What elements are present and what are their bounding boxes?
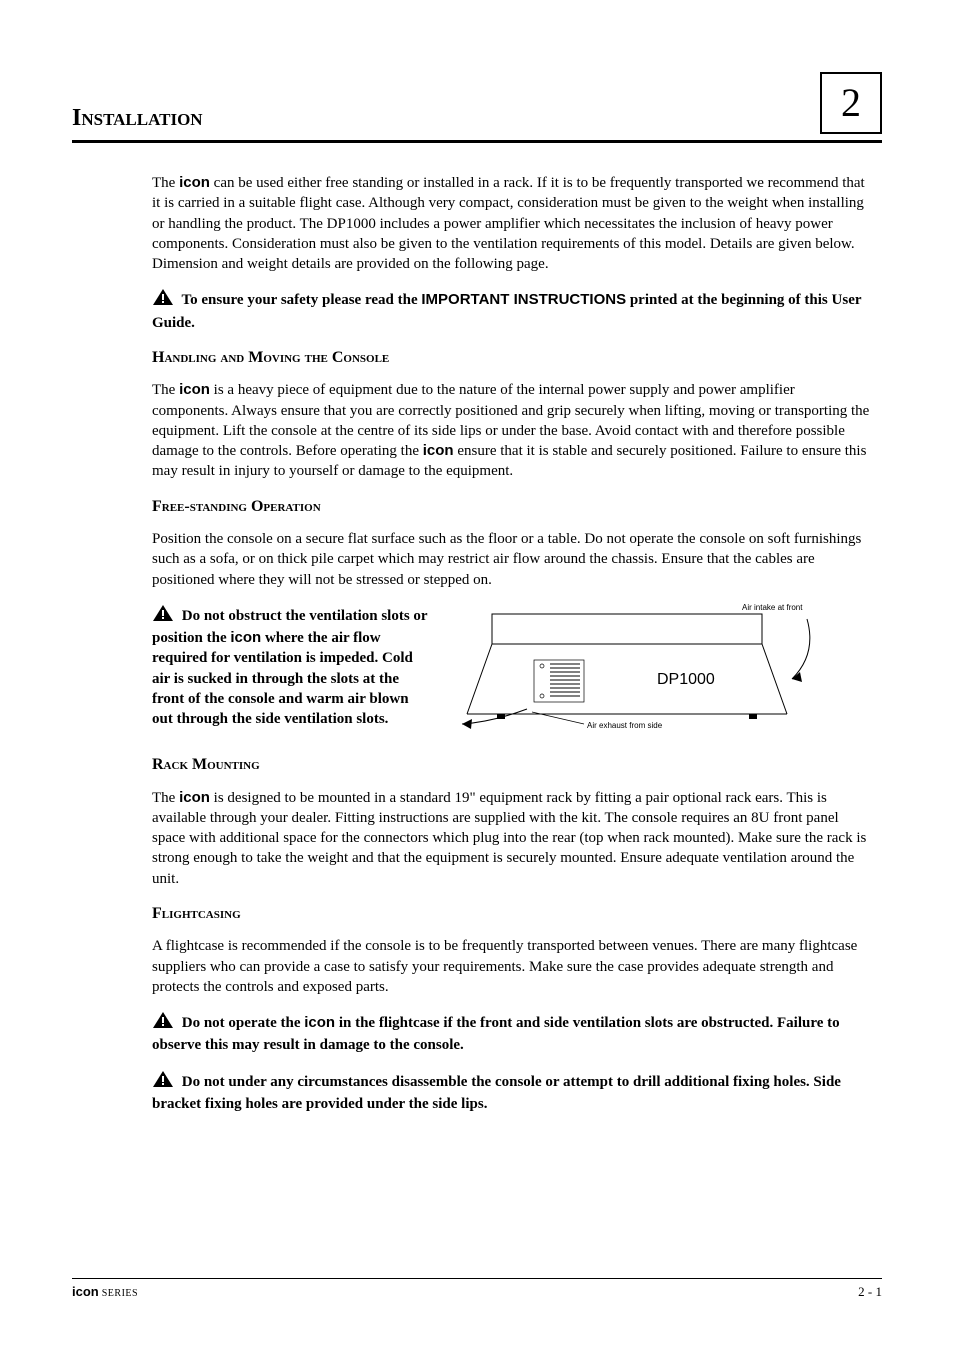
icon-word: icon xyxy=(179,381,210,398)
chapter-rule xyxy=(72,140,882,143)
ventilation-row: Do not obstruct the ventilation slots or… xyxy=(152,604,872,744)
warning-triangle-icon xyxy=(152,1070,174,1094)
ventilation-diagram: DP1000 Air intake at front Air exhaust f… xyxy=(452,604,872,744)
page: Installation 2 The icon can be used eith… xyxy=(0,0,954,1351)
page-footer: icon SERIES 2 - 1 xyxy=(72,1278,882,1301)
intro-paragraph: The icon can be used either free standin… xyxy=(152,173,872,274)
chapter-number-box: 2 xyxy=(820,72,882,134)
icon-word: icon xyxy=(179,174,210,191)
freestanding-paragraph: Position the console on a secure flat su… xyxy=(152,529,872,590)
ventilation-warning: Do not obstruct the ventilation slots or… xyxy=(152,604,432,730)
fc-warn1-a: Do not operate the xyxy=(182,1015,304,1031)
flightcase-warning-2: Do not under any circumstances disassemb… xyxy=(152,1070,872,1115)
warning-triangle-icon xyxy=(152,288,174,312)
intro-text-a: The xyxy=(152,175,179,191)
svg-text:Air intake at front: Air intake at front xyxy=(742,604,803,612)
handling-text-a: The xyxy=(152,382,179,398)
warning-triangle-icon xyxy=(152,604,174,628)
rack-heading: Rack Mounting xyxy=(152,754,872,776)
handling-heading: Handling and Moving the Console xyxy=(152,347,872,369)
intro-text-b: can be used either free standing or inst… xyxy=(152,175,865,272)
freestanding-heading: Free-standing Operation xyxy=(152,496,872,518)
handling-paragraph: The icon is a heavy piece of equipment d… xyxy=(152,380,872,481)
chapter-title: Installation xyxy=(72,102,203,134)
ventilation-warning-text: Do not obstruct the ventilation slots or… xyxy=(152,604,432,730)
flightcase-warning-1: Do not operate the icon in the flightcas… xyxy=(152,1011,872,1056)
footer-icon-word: icon xyxy=(72,1284,99,1299)
rack-text-b: is designed to be mounted in a standard … xyxy=(152,790,866,887)
icon-word: icon xyxy=(230,629,261,646)
icon-word: icon xyxy=(179,789,210,806)
page-number: 2 - 1 xyxy=(858,1283,882,1301)
chapter-header: Installation 2 xyxy=(72,72,882,134)
safety-warning: To ensure your safety please read the IM… xyxy=(152,288,872,333)
diagram-label: DP1000 xyxy=(657,671,715,688)
dp1000-diagram: DP1000 Air intake at front Air exhaust f… xyxy=(452,604,832,744)
fc-warn2: Do not under any circumstances disassemb… xyxy=(152,1074,841,1112)
flightcasing-paragraph: A flightcase is recommended if the conso… xyxy=(152,936,872,997)
chapter-number: 2 xyxy=(841,76,861,130)
flightcasing-heading: Flightcasing xyxy=(152,903,872,925)
series-label: icon SERIES xyxy=(72,1283,138,1301)
svg-text:Air exhaust from side: Air exhaust from side xyxy=(587,721,663,730)
warning-triangle-icon xyxy=(152,1011,174,1035)
safety-warning-a: To ensure your safety please read the xyxy=(181,292,421,308)
safety-warning-b: IMPORTANT INSTRUCTIONS xyxy=(421,291,626,308)
content-area: The icon can be used either free standin… xyxy=(152,173,872,1114)
icon-word: icon xyxy=(304,1014,335,1031)
footer-series-word: SERIES xyxy=(99,1288,138,1299)
rack-paragraph: The icon is designed to be mounted in a … xyxy=(152,788,872,889)
rack-text-a: The xyxy=(152,790,179,806)
icon-word: icon xyxy=(423,442,454,459)
